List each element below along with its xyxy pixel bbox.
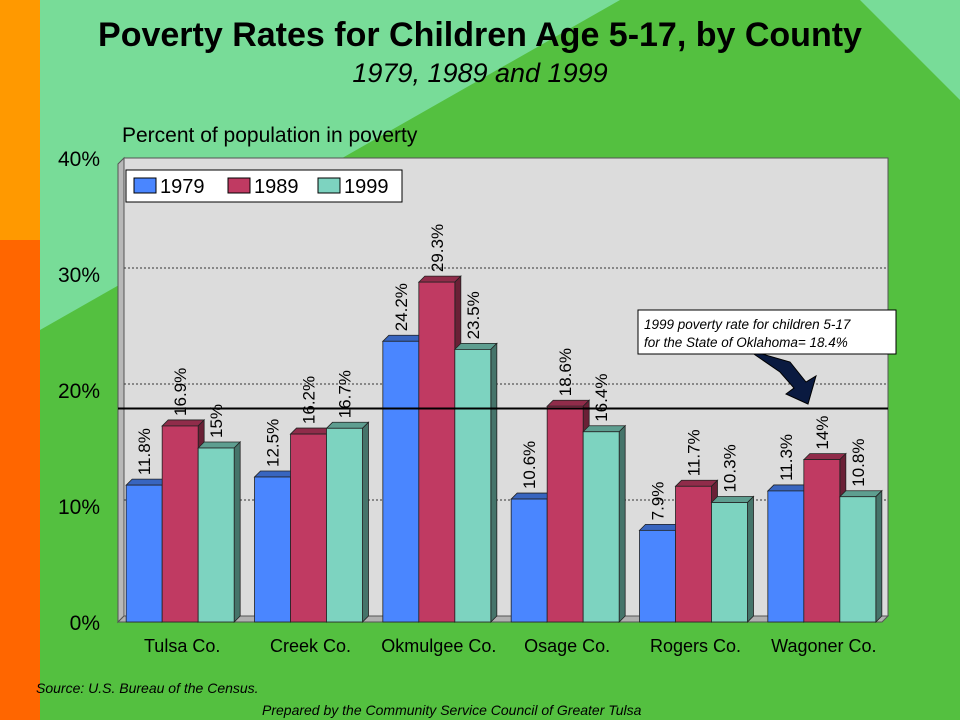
bar-side-face <box>618 424 626 623</box>
legend-swatch <box>133 177 157 194</box>
x-tick-label: Rogers Co. <box>650 636 741 656</box>
bar-1979-4 <box>639 529 676 623</box>
bar-1999-0 <box>197 447 235 623</box>
bar-1979-5 <box>767 490 805 623</box>
bar-top-face <box>838 490 883 498</box>
x-tick-label: Creek Co. <box>270 636 351 656</box>
legend-box <box>125 169 403 203</box>
bar-top-face <box>325 421 370 429</box>
data-label: 11.3% <box>777 434 796 481</box>
y-tick-label: 10% <box>58 496 100 519</box>
bar-1999-1 <box>326 427 363 623</box>
data-label: 14% <box>813 416 832 450</box>
x-tick-label: Wagoner Co. <box>771 636 876 656</box>
data-label: 18.6% <box>556 348 575 396</box>
annotation-box <box>637 309 897 355</box>
legend-label: 1979 <box>160 176 205 198</box>
x-tick-label: Okmulgee Co. <box>381 636 496 656</box>
annotation-line-1: 1999 poverty rate for children 5-17 <box>644 317 851 332</box>
data-label: 16.7% <box>336 370 355 418</box>
accent-strip-bottom <box>0 240 40 720</box>
bar-1999-2 <box>454 348 492 623</box>
data-label: 11.8% <box>135 428 154 475</box>
y-axis-title: Percent of population in poverty <box>122 124 418 147</box>
legend-swatch <box>227 177 251 194</box>
data-label: 10.6% <box>520 441 539 489</box>
data-label: 15% <box>207 404 226 438</box>
page-title: Poverty Rates for Children Age 5-17, by … <box>98 16 862 54</box>
bar-1979-3 <box>510 498 548 623</box>
annotation-line-2: for the State of Oklahoma= 18.4% <box>644 335 848 350</box>
data-label: 16.2% <box>300 376 319 424</box>
y-tick-label: 20% <box>58 380 100 403</box>
bar-1989-2 <box>418 281 456 623</box>
bar-side-face <box>747 495 754 623</box>
data-label: 29.3% <box>428 224 447 272</box>
data-label: 10.8% <box>849 439 868 487</box>
x-tick-label: Osage Co. <box>524 636 610 656</box>
background-diagonal-right <box>860 0 960 100</box>
bar-side-face <box>362 421 369 623</box>
annotation-arrow <box>747 349 817 405</box>
bar-side-face <box>490 342 498 623</box>
legend-label: 1989 <box>254 176 299 198</box>
bar-top-face <box>161 419 206 427</box>
bar-side-face <box>875 489 883 623</box>
x-tick-label: Tulsa Co. <box>144 636 220 656</box>
accent-strip-top <box>0 0 40 240</box>
legend-label: 1999 <box>344 176 389 198</box>
bar-1979-2 <box>382 340 420 623</box>
bar-top-face <box>546 399 591 407</box>
bar-top-face <box>197 441 242 449</box>
bar-top-face <box>453 342 498 350</box>
prepared-by-note: Prepared by the Community Service Counci… <box>262 702 642 718</box>
y-tick-label: 30% <box>58 264 100 287</box>
bar-1989-1 <box>290 433 327 623</box>
data-label: 12.5% <box>264 419 283 467</box>
bar-1989-4 <box>675 485 712 623</box>
bar-top-face <box>802 453 847 461</box>
bar-top-face <box>417 275 462 283</box>
data-label: 7.9% <box>649 482 668 521</box>
plot-area <box>123 157 889 617</box>
bar-side-face <box>233 441 241 623</box>
bar-top-face <box>674 479 719 487</box>
bar-1999-4 <box>711 502 748 623</box>
data-label: 11.7% <box>685 429 704 476</box>
legend-swatch <box>317 177 341 194</box>
bar-1979-1 <box>254 476 291 623</box>
bar-1999-5 <box>839 496 877 623</box>
bar-1999-3 <box>582 431 620 623</box>
data-label: 16.9% <box>171 368 190 416</box>
page-subtitle: 1979, 1989 and 1999 <box>352 58 608 88</box>
bar-1989-3 <box>546 405 584 623</box>
data-label: 24.2% <box>392 283 411 331</box>
plot-side-wall <box>117 156 125 624</box>
y-tick-label: 0% <box>70 612 100 635</box>
bar-1989-0 <box>161 425 199 623</box>
bar-top-face <box>582 425 627 433</box>
y-tick-label: 40% <box>58 148 100 171</box>
data-label: 23.5% <box>464 291 483 339</box>
bar-1979-0 <box>125 484 163 623</box>
source-note: Source: U.S. Bureau of the Census. <box>36 680 259 696</box>
bar-top-face <box>710 496 755 503</box>
bar-1989-5 <box>803 459 841 623</box>
data-label: 16.4% <box>592 374 611 422</box>
data-label: 10.3% <box>721 444 740 492</box>
